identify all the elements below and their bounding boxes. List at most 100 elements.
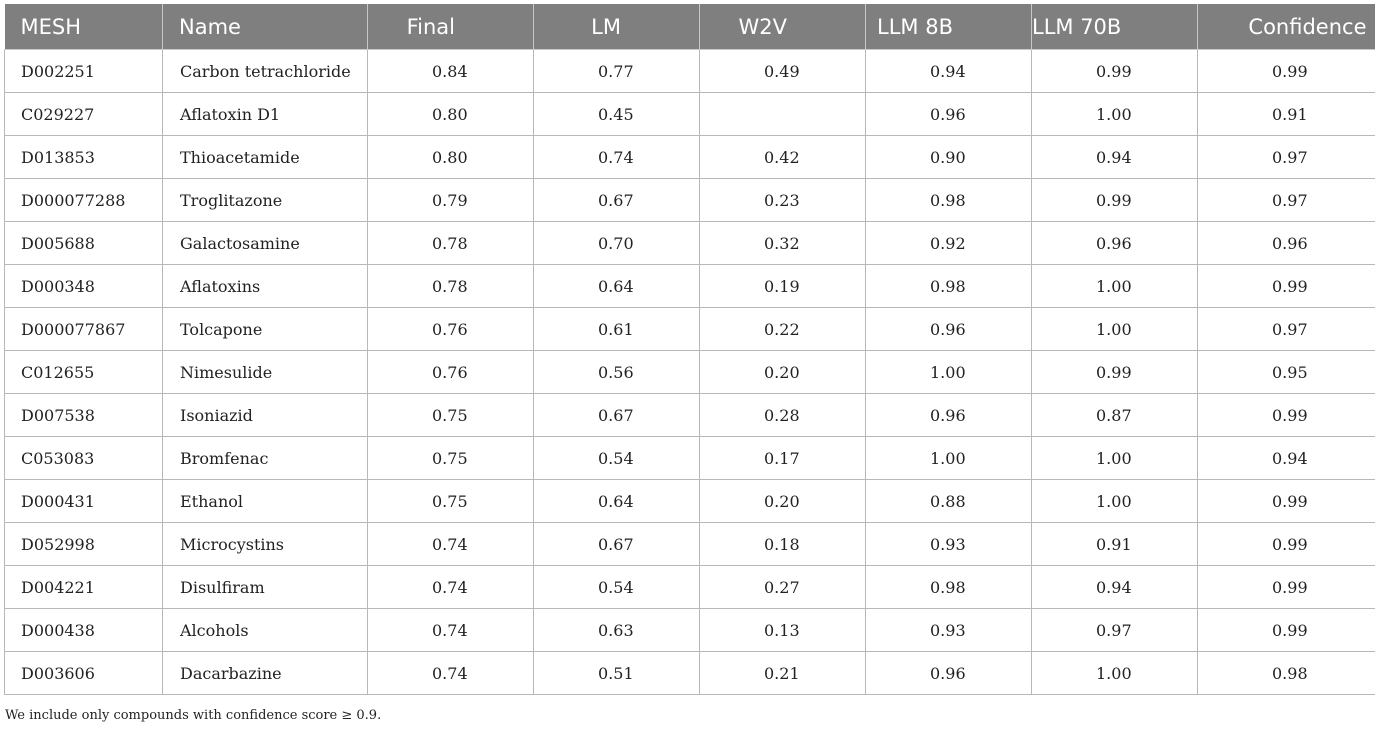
table-row: C053083 Bromfenac 0.75 0.54 0.17 1.00 1.00 0.94 — [4, 436, 1375, 480]
table-row: D000077288 Troglitazone 0.79 0.67 0.23 0.98 0.… — [4, 178, 1375, 222]
w2v-cell: 0.13 — [699, 608, 866, 652]
llm-8b-cell: 0.94 — [865, 49, 1032, 93]
final-cell: 0.74 — [367, 565, 534, 609]
llm-70b-cell: 1.00 — [1031, 479, 1198, 523]
llm-8b-cell: 1.00 — [865, 350, 1032, 394]
table-row: D005688 Galactosamine 0.78 0.70 0.32 0.92 0.96… — [4, 221, 1375, 265]
llm-8b-cell: 0.96 — [865, 393, 1032, 437]
name-cell: Troglitazone — [162, 178, 368, 222]
header-name: Name — [162, 4, 368, 50]
table-row: D000077867 Tolcapone 0.76 0.61 0.22 0.96 1.00 0… — [4, 307, 1375, 351]
name-cell: Aflatoxins — [162, 264, 368, 308]
mesh-cell: D004221 — [4, 565, 163, 609]
mesh-cell: D000348 — [4, 264, 163, 308]
table-row: D000348 Aflatoxins 0.78 0.64 0.19 0.98 1.00 0.9… — [4, 264, 1375, 308]
table-row: D004221 Disulfiram 0.74 0.54 0.27 0.98 0.94 0.9… — [4, 565, 1375, 609]
name-cell: Tolcapone — [162, 307, 368, 351]
final-cell: 0.84 — [367, 49, 534, 93]
lm-cell: 0.54 — [533, 565, 700, 609]
llm-8b-cell: 0.98 — [865, 264, 1032, 308]
llm-8b-cell: 0.96 — [865, 92, 1032, 136]
final-cell: 0.80 — [367, 135, 534, 179]
confidence-cell: 0.99 — [1197, 49, 1375, 93]
name-cell: Disulfiram — [162, 565, 368, 609]
name-cell: Ethanol — [162, 479, 368, 523]
llm-70b-cell: 0.99 — [1031, 350, 1198, 394]
w2v-cell: 0.27 — [699, 565, 866, 609]
llm-8b-cell: 0.98 — [865, 565, 1032, 609]
lm-cell: 0.51 — [533, 651, 700, 695]
lm-cell: 0.77 — [533, 49, 700, 93]
w2v-cell: 0.32 — [699, 221, 866, 265]
w2v-cell: 0.22 — [699, 307, 866, 351]
lm-cell: 0.54 — [533, 436, 700, 480]
lm-cell: 0.61 — [533, 307, 700, 351]
confidence-cell: 0.97 — [1197, 178, 1375, 222]
name-cell: Microcystins — [162, 522, 368, 566]
final-cell: 0.79 — [367, 178, 534, 222]
final-cell: 0.76 — [367, 350, 534, 394]
mesh-cell: C029227 — [4, 92, 163, 136]
confidence-cell: 0.98 — [1197, 651, 1375, 695]
confidence-cell: 0.95 — [1197, 350, 1375, 394]
llm-70b-cell: 0.99 — [1031, 178, 1198, 222]
mesh-cell: C053083 — [4, 436, 163, 480]
confidence-cell: 0.99 — [1197, 565, 1375, 609]
confidence-cell: 0.96 — [1197, 221, 1375, 265]
confidence-cell: 0.99 — [1197, 608, 1375, 652]
llm-70b-cell: 0.87 — [1031, 393, 1198, 437]
mesh-cell: D013853 — [4, 135, 163, 179]
w2v-cell: 0.21 — [699, 651, 866, 695]
llm-70b-cell: 1.00 — [1031, 651, 1198, 695]
llm-70b-cell: 0.91 — [1031, 522, 1198, 566]
name-cell: Alcohols — [162, 608, 368, 652]
mesh-cell: D052998 — [4, 522, 163, 566]
confidence-cell: 0.97 — [1197, 307, 1375, 351]
w2v-cell: 0.23 — [699, 178, 866, 222]
w2v-cell: 0.20 — [699, 479, 866, 523]
table-row: D003606 Dacarbazine 0.74 0.51 0.21 0.96 1.00 0.… — [4, 651, 1375, 695]
name-cell: Isoniazid — [162, 393, 368, 437]
table-row: C012655 Nimesulide 0.76 0.56 0.20 1.00 0.99 0.9… — [4, 350, 1375, 394]
mesh-cell: D000438 — [4, 608, 163, 652]
w2v-cell: 0.19 — [699, 264, 866, 308]
mesh-cell: D002251 — [4, 49, 163, 93]
table-row: D000438 Alcohols 0.74 0.63 0.13 0.93 0.97 0.99 — [4, 608, 1375, 652]
name-cell: Carbon tetrachloride — [162, 49, 368, 93]
lm-cell: 0.67 — [533, 393, 700, 437]
final-cell: 0.75 — [367, 393, 534, 437]
name-cell: Aflatoxin D1 — [162, 92, 368, 136]
llm-70b-cell: 1.00 — [1031, 307, 1198, 351]
llm-8b-cell: 0.92 — [865, 221, 1032, 265]
w2v-cell: 0.49 — [699, 49, 866, 93]
confidence-cell: 0.94 — [1197, 436, 1375, 480]
table-footnote: We include only compounds with confidenc… — [5, 708, 382, 723]
lm-cell: 0.70 — [533, 221, 700, 265]
final-cell: 0.78 — [367, 264, 534, 308]
confidence-cell: 0.99 — [1197, 479, 1375, 523]
confidence-cell: 0.99 — [1197, 393, 1375, 437]
w2v-cell: 0.18 — [699, 522, 866, 566]
table-row: C029227 Aflatoxin D1 0.80 0.45 0.96 1.00 0.91 — [4, 92, 1375, 136]
w2v-cell — [699, 92, 866, 136]
final-cell: 0.76 — [367, 307, 534, 351]
final-cell: 0.78 — [367, 221, 534, 265]
llm-70b-cell: 1.00 — [1031, 436, 1198, 480]
w2v-cell: 0.20 — [699, 350, 866, 394]
mesh-cell: D007538 — [4, 393, 163, 437]
results-table: MESH Name Final LM W2V LLM 8B LLM 70B Co… — [4, 4, 1375, 695]
confidence-cell: 0.97 — [1197, 135, 1375, 179]
lm-cell: 0.63 — [533, 608, 700, 652]
name-cell: Nimesulide — [162, 350, 368, 394]
mesh-cell: D000077867 — [4, 307, 163, 351]
header-confidence: Confidence — [1197, 4, 1375, 50]
llm-8b-cell: 1.00 — [865, 436, 1032, 480]
lm-cell: 0.67 — [533, 178, 700, 222]
llm-70b-cell: 1.00 — [1031, 264, 1198, 308]
llm-70b-cell: 0.96 — [1031, 221, 1198, 265]
w2v-cell: 0.28 — [699, 393, 866, 437]
llm-70b-cell: 1.00 — [1031, 92, 1198, 136]
lm-cell: 0.56 — [533, 350, 700, 394]
llm-8b-cell: 0.90 — [865, 135, 1032, 179]
lm-cell: 0.45 — [533, 92, 700, 136]
